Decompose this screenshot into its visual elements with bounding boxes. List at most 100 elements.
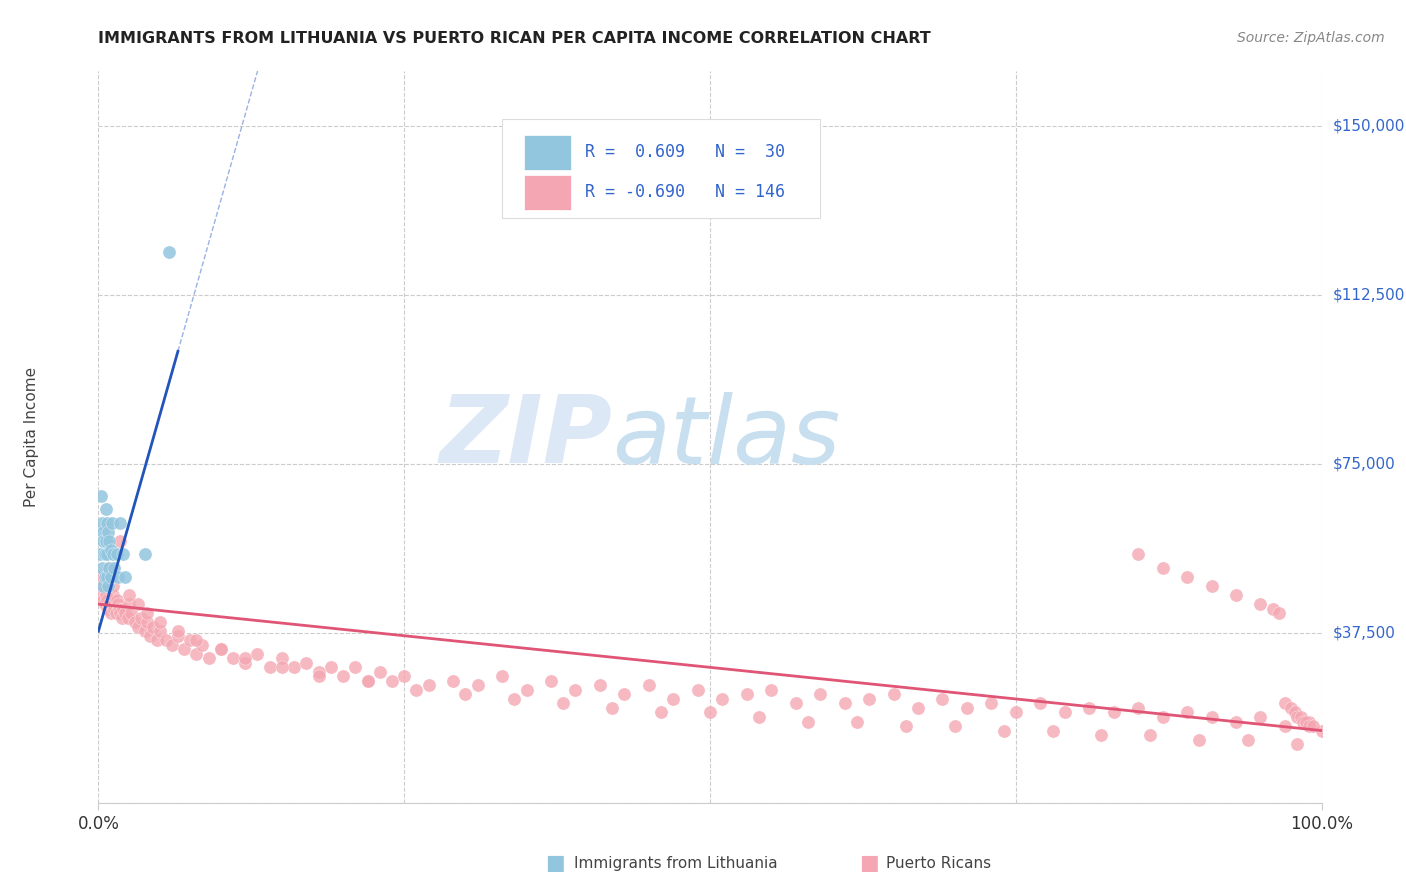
Point bbox=[858, 692, 880, 706]
Point bbox=[332, 669, 354, 683]
Point bbox=[110, 516, 132, 530]
Point bbox=[1298, 719, 1320, 733]
Point bbox=[89, 579, 111, 593]
Point bbox=[97, 561, 120, 575]
Point bbox=[1268, 606, 1291, 620]
Point bbox=[662, 692, 685, 706]
Point bbox=[1128, 701, 1150, 715]
Point bbox=[91, 561, 114, 575]
Point bbox=[157, 244, 180, 259]
Point bbox=[222, 651, 245, 665]
Text: IMMIGRANTS FROM LITHUANIA VS PUERTO RICAN PER CAPITA INCOME CORRELATION CHART: IMMIGRANTS FROM LITHUANIA VS PUERTO RICA… bbox=[98, 31, 931, 46]
Text: Immigrants from Lithuania: Immigrants from Lithuania bbox=[574, 856, 778, 871]
Text: $75,000: $75,000 bbox=[1333, 457, 1396, 472]
Text: ZIP: ZIP bbox=[439, 391, 612, 483]
Point bbox=[155, 633, 177, 648]
Point bbox=[107, 597, 129, 611]
Point bbox=[319, 660, 342, 674]
Point bbox=[96, 516, 118, 530]
Point bbox=[127, 597, 149, 611]
Point bbox=[1090, 728, 1112, 742]
Point bbox=[834, 697, 856, 711]
Point bbox=[209, 642, 232, 657]
Point bbox=[931, 692, 953, 706]
Point bbox=[761, 682, 783, 697]
Point bbox=[553, 697, 575, 711]
Point bbox=[104, 606, 127, 620]
Point bbox=[1201, 710, 1223, 724]
Text: Source: ZipAtlas.com: Source: ZipAtlas.com bbox=[1237, 31, 1385, 45]
Point bbox=[1302, 719, 1324, 733]
Text: $112,500: $112,500 bbox=[1333, 287, 1405, 302]
Point bbox=[735, 688, 758, 702]
Point bbox=[96, 548, 118, 562]
Point bbox=[146, 633, 169, 648]
Point bbox=[100, 606, 122, 620]
Point bbox=[90, 570, 112, 584]
Point bbox=[186, 633, 208, 648]
Point bbox=[1152, 710, 1174, 724]
Point bbox=[883, 688, 905, 702]
Text: R =  0.609   N =  30: R = 0.609 N = 30 bbox=[585, 143, 786, 161]
Point bbox=[103, 561, 125, 575]
Point bbox=[943, 719, 966, 733]
Point bbox=[197, 651, 219, 665]
Point bbox=[101, 516, 124, 530]
Point bbox=[136, 606, 159, 620]
Point bbox=[392, 669, 416, 683]
Point bbox=[100, 570, 122, 584]
Point bbox=[93, 548, 115, 562]
Point bbox=[105, 592, 128, 607]
Point bbox=[1175, 706, 1198, 720]
Point bbox=[111, 610, 134, 624]
Point bbox=[124, 615, 146, 630]
Point bbox=[1078, 701, 1101, 715]
Point bbox=[108, 601, 131, 615]
Point bbox=[650, 706, 672, 720]
Point bbox=[1289, 710, 1312, 724]
Point bbox=[97, 601, 120, 615]
Point bbox=[1292, 714, 1315, 729]
Point bbox=[686, 682, 709, 697]
Point bbox=[1274, 719, 1296, 733]
Point bbox=[111, 548, 134, 562]
Point bbox=[589, 678, 612, 692]
Point bbox=[129, 610, 152, 624]
Point bbox=[167, 624, 190, 639]
Point bbox=[748, 710, 770, 724]
Point bbox=[907, 701, 929, 715]
Point bbox=[1284, 706, 1306, 720]
Point bbox=[98, 533, 121, 548]
Point bbox=[149, 624, 172, 639]
Point bbox=[96, 570, 118, 584]
Point bbox=[101, 588, 124, 602]
Point bbox=[797, 714, 820, 729]
Point bbox=[503, 692, 526, 706]
Point bbox=[134, 548, 156, 562]
Text: atlas: atlas bbox=[612, 392, 841, 483]
Point bbox=[186, 647, 208, 661]
Point bbox=[1102, 706, 1125, 720]
Point bbox=[270, 660, 294, 674]
Point bbox=[98, 561, 121, 575]
Point bbox=[118, 597, 141, 611]
Point bbox=[246, 647, 269, 661]
FancyBboxPatch shape bbox=[524, 175, 571, 211]
Point bbox=[97, 579, 120, 593]
Point bbox=[233, 656, 256, 670]
Point bbox=[441, 673, 464, 688]
Text: Per Capita Income: Per Capita Income bbox=[24, 367, 38, 508]
Text: $150,000: $150,000 bbox=[1333, 118, 1405, 133]
Point bbox=[103, 601, 125, 615]
Point bbox=[1237, 732, 1260, 747]
FancyBboxPatch shape bbox=[524, 135, 571, 170]
Point bbox=[91, 588, 114, 602]
Point bbox=[110, 533, 132, 548]
Point bbox=[114, 606, 136, 620]
Text: $37,500: $37,500 bbox=[1333, 626, 1396, 641]
Point bbox=[344, 660, 367, 674]
Point bbox=[1310, 723, 1333, 738]
Point bbox=[91, 524, 114, 539]
Point bbox=[993, 723, 1015, 738]
Point bbox=[785, 697, 807, 711]
